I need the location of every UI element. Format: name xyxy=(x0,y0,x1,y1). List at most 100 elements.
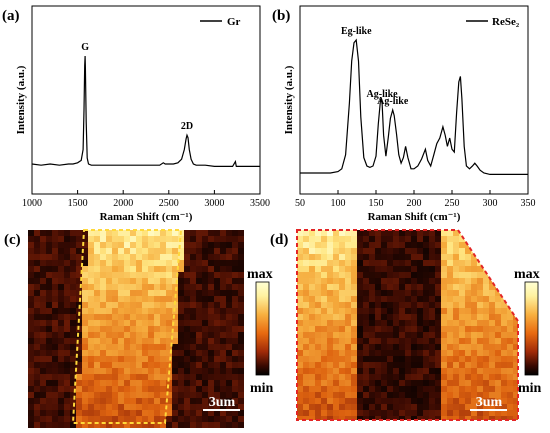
heatmap-cell xyxy=(46,422,52,428)
heatmap-cell xyxy=(477,308,483,314)
heatmap-cell xyxy=(513,368,518,374)
heatmap-cell xyxy=(501,380,507,386)
heatmap-cell xyxy=(94,326,100,332)
heatmap-cell xyxy=(106,260,112,266)
heatmap-cell xyxy=(351,416,357,420)
heatmap-cell xyxy=(459,326,465,332)
heatmap-cell xyxy=(321,386,327,392)
heatmap-cell xyxy=(327,326,333,332)
heatmap-cell xyxy=(100,284,106,290)
heatmap-cell xyxy=(477,302,483,308)
heatmap-cell xyxy=(393,296,399,302)
heatmap-cell xyxy=(160,386,166,392)
heatmap-cell xyxy=(429,404,435,410)
heatmap-cell xyxy=(369,266,375,272)
heatmap-cell xyxy=(309,242,315,248)
heatmap-cell xyxy=(106,386,112,392)
heatmap-cell xyxy=(381,302,387,308)
heatmap-cell xyxy=(94,422,100,428)
heatmap-cell xyxy=(208,254,214,260)
heatmap-cell xyxy=(64,290,70,296)
heatmap-cell xyxy=(34,326,40,332)
heatmap-cell xyxy=(34,398,40,404)
heatmap-cell xyxy=(40,374,46,380)
heatmap-cell xyxy=(202,254,208,260)
heatmap-cell xyxy=(477,392,483,398)
heatmap-cell xyxy=(501,320,507,326)
heatmap-cell xyxy=(82,254,88,260)
heatmap-cell xyxy=(232,362,238,368)
heatmap-cell xyxy=(417,260,423,266)
heatmap-cell xyxy=(232,260,238,266)
heatmap-cell xyxy=(100,374,106,380)
heatmap-cell xyxy=(303,230,309,236)
heatmap-cell xyxy=(483,260,489,266)
heatmap-cell xyxy=(70,242,76,248)
heatmap-cell xyxy=(477,320,483,326)
heatmap-cell xyxy=(112,380,118,386)
heatmap-cell xyxy=(507,362,513,368)
heatmap-cell xyxy=(190,398,196,404)
heatmap-cell xyxy=(429,332,435,338)
heatmap-cell xyxy=(507,350,513,356)
heatmap-cell xyxy=(58,320,64,326)
heatmap-cell xyxy=(303,284,309,290)
heatmap-cell xyxy=(154,386,160,392)
heatmap-cell xyxy=(124,374,130,380)
heatmap-cell xyxy=(381,386,387,392)
heatmap-cell xyxy=(40,368,46,374)
heatmap-cell xyxy=(184,410,190,416)
heatmap-cell xyxy=(226,278,232,284)
heatmap-cell xyxy=(166,296,172,302)
heatmap-cell xyxy=(315,338,321,344)
heatmap-cell xyxy=(226,296,232,302)
heatmap-cell xyxy=(88,308,94,314)
heatmap-cell xyxy=(64,278,70,284)
heatmap-cell xyxy=(501,230,507,236)
heatmap-cell xyxy=(315,308,321,314)
heatmap-cell xyxy=(136,374,142,380)
heatmap-cell xyxy=(124,404,130,410)
heatmap-cell xyxy=(46,296,52,302)
heatmap-cell xyxy=(160,242,166,248)
heatmap-cell xyxy=(513,290,518,296)
heatmap-cell xyxy=(82,338,88,344)
heatmap-cell xyxy=(166,338,172,344)
heatmap-cell xyxy=(142,266,148,272)
heatmap-cell xyxy=(507,386,513,392)
heatmap-cell xyxy=(393,392,399,398)
heatmap-cell xyxy=(459,350,465,356)
heatmap-cell xyxy=(429,284,435,290)
y-axis-label-b: Intensity (a.u.) xyxy=(283,65,295,134)
heatmap-cell xyxy=(100,338,106,344)
heatmap-cell xyxy=(166,290,172,296)
heatmap-cell xyxy=(411,404,417,410)
heatmap-cell xyxy=(297,404,303,410)
heatmap-cell xyxy=(208,278,214,284)
heatmap-cell xyxy=(429,272,435,278)
heatmap-cell xyxy=(214,314,220,320)
heatmap-cell xyxy=(375,338,381,344)
heatmap-cell xyxy=(297,242,303,248)
heatmap-cell xyxy=(130,380,136,386)
heatmap-cell xyxy=(124,284,130,290)
heatmap-cell xyxy=(232,284,238,290)
heatmap-cell xyxy=(501,410,507,416)
heatmap-cell xyxy=(112,410,118,416)
heatmap-cell xyxy=(363,278,369,284)
heatmap-cell xyxy=(429,386,435,392)
heatmap-cell xyxy=(399,386,405,392)
heatmap-cell xyxy=(501,248,507,254)
heatmap-cell xyxy=(106,302,112,308)
heatmap-cell xyxy=(46,404,52,410)
heatmap-cell xyxy=(28,362,34,368)
heatmap-cell xyxy=(441,326,447,332)
heatmap-cell xyxy=(214,302,220,308)
heatmap-cell xyxy=(315,344,321,350)
heatmap-cell xyxy=(441,260,447,266)
heatmap-cell xyxy=(52,350,58,356)
heatmap-cell xyxy=(130,248,136,254)
heatmap-cell xyxy=(447,266,453,272)
heatmap-cell xyxy=(46,338,52,344)
